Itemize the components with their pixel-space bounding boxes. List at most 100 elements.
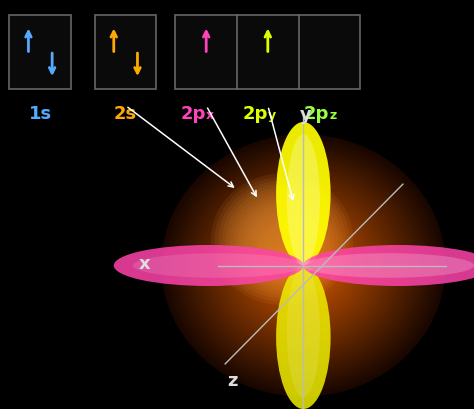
Ellipse shape (173, 146, 434, 386)
Ellipse shape (284, 248, 323, 284)
Ellipse shape (261, 227, 346, 305)
Text: y: y (268, 108, 276, 121)
Ellipse shape (237, 198, 327, 281)
Ellipse shape (236, 204, 371, 328)
Ellipse shape (214, 184, 392, 348)
Ellipse shape (194, 166, 412, 366)
Ellipse shape (287, 266, 320, 397)
Ellipse shape (219, 188, 388, 344)
Ellipse shape (182, 155, 424, 377)
Ellipse shape (255, 222, 351, 310)
Text: x: x (206, 108, 214, 121)
Ellipse shape (232, 200, 374, 331)
Ellipse shape (254, 220, 353, 311)
Ellipse shape (191, 162, 416, 369)
Ellipse shape (168, 141, 439, 391)
Ellipse shape (246, 213, 361, 319)
Ellipse shape (244, 211, 363, 321)
Ellipse shape (231, 199, 376, 333)
Ellipse shape (221, 190, 386, 342)
Ellipse shape (218, 187, 389, 345)
Ellipse shape (287, 251, 319, 281)
Ellipse shape (282, 246, 325, 285)
Ellipse shape (257, 223, 349, 308)
Ellipse shape (202, 173, 404, 359)
Ellipse shape (276, 266, 331, 409)
Text: 1s: 1s (29, 104, 52, 122)
Ellipse shape (237, 205, 369, 327)
Ellipse shape (264, 229, 343, 302)
Ellipse shape (179, 152, 428, 380)
Ellipse shape (247, 214, 359, 317)
Ellipse shape (228, 196, 379, 336)
Ellipse shape (171, 144, 436, 388)
Ellipse shape (186, 158, 421, 374)
Ellipse shape (188, 160, 419, 372)
Ellipse shape (199, 170, 408, 362)
Ellipse shape (166, 139, 441, 392)
Text: z: z (329, 108, 337, 121)
Ellipse shape (229, 191, 335, 288)
Ellipse shape (229, 198, 378, 334)
Ellipse shape (269, 234, 338, 298)
Text: y: y (300, 106, 311, 124)
Ellipse shape (216, 185, 391, 346)
Ellipse shape (209, 179, 398, 353)
Ellipse shape (287, 135, 320, 266)
Ellipse shape (281, 245, 326, 287)
Ellipse shape (239, 207, 368, 325)
Text: 2s: 2s (114, 104, 137, 122)
Ellipse shape (204, 175, 402, 357)
Text: 2p: 2p (242, 104, 268, 122)
Ellipse shape (233, 195, 331, 284)
Ellipse shape (252, 219, 355, 313)
Text: z: z (227, 371, 237, 389)
Ellipse shape (262, 228, 345, 304)
Ellipse shape (212, 182, 394, 349)
Ellipse shape (192, 164, 414, 368)
Ellipse shape (184, 156, 422, 375)
Ellipse shape (249, 216, 358, 316)
Ellipse shape (222, 191, 384, 340)
Ellipse shape (224, 193, 383, 339)
Ellipse shape (226, 194, 381, 337)
Text: 2p: 2p (304, 104, 329, 122)
Ellipse shape (211, 181, 396, 351)
Ellipse shape (303, 245, 474, 286)
Ellipse shape (161, 135, 446, 397)
Ellipse shape (222, 184, 342, 295)
Ellipse shape (289, 252, 318, 279)
Ellipse shape (211, 174, 353, 305)
Ellipse shape (272, 237, 335, 294)
Ellipse shape (201, 171, 406, 360)
Ellipse shape (292, 255, 315, 276)
Ellipse shape (206, 176, 401, 355)
Ellipse shape (114, 245, 303, 286)
Ellipse shape (164, 138, 442, 394)
Ellipse shape (234, 202, 373, 330)
Ellipse shape (276, 123, 331, 266)
Bar (175, 16, 360, 90)
Ellipse shape (208, 178, 399, 354)
Ellipse shape (275, 240, 331, 292)
Ellipse shape (133, 254, 303, 278)
Ellipse shape (163, 137, 444, 395)
Ellipse shape (279, 243, 328, 288)
Ellipse shape (291, 254, 316, 278)
Text: 2p: 2p (181, 104, 206, 122)
Ellipse shape (176, 149, 431, 383)
Ellipse shape (196, 167, 411, 365)
Ellipse shape (169, 143, 438, 389)
Ellipse shape (226, 188, 338, 291)
Ellipse shape (265, 231, 341, 301)
Ellipse shape (303, 254, 474, 278)
Ellipse shape (285, 249, 321, 283)
Ellipse shape (271, 236, 336, 296)
Ellipse shape (267, 233, 339, 299)
Ellipse shape (241, 208, 366, 324)
Ellipse shape (259, 225, 348, 307)
Text: x: x (139, 255, 150, 273)
Ellipse shape (274, 238, 333, 293)
Ellipse shape (174, 147, 432, 384)
Ellipse shape (215, 178, 349, 302)
